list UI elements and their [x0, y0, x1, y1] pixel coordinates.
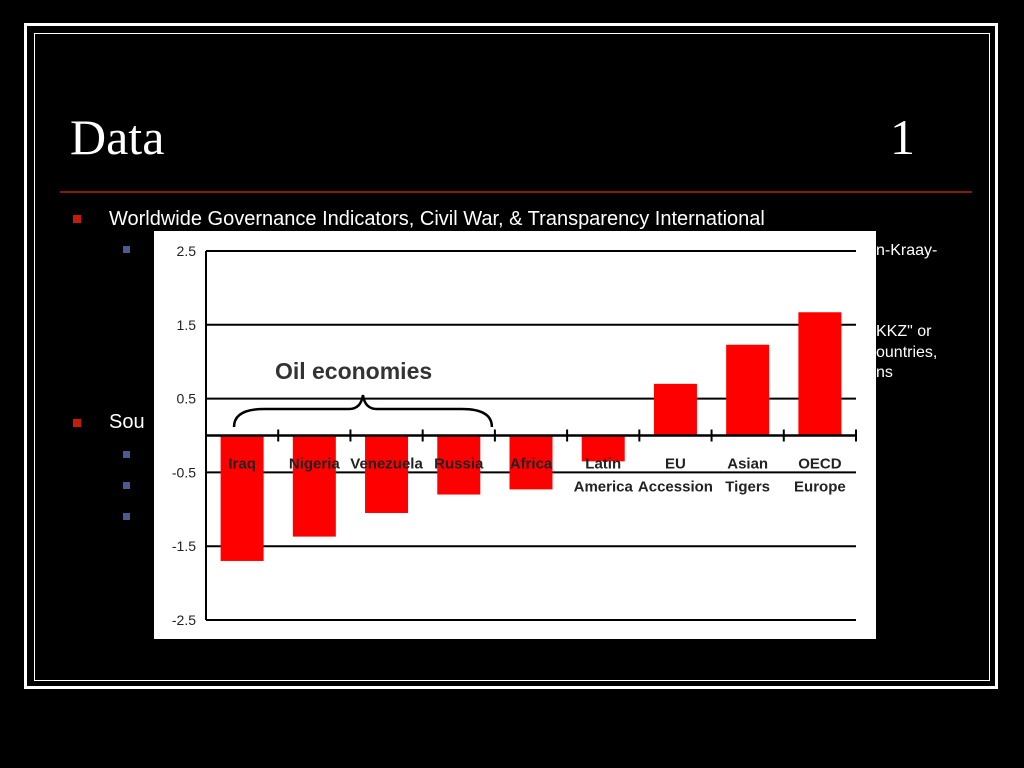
category-label: Asian Tigers [725, 456, 770, 496]
slide-title: Data [70, 109, 165, 165]
bar [726, 344, 770, 436]
slide-frame-outer [24, 23, 998, 689]
y-tick-label: -0.5 [172, 464, 196, 480]
category-label-line: Venezuela [350, 456, 423, 473]
bullet-text: Sou [109, 411, 145, 433]
bar-chart: 2.5 1.5 0.5 -0.5 -1.5 -2.5 Iraq Nigeria Venezuel… [154, 231, 876, 639]
partial-text: ountries, [876, 344, 938, 361]
category-label: Africa [510, 456, 553, 473]
category-label: OECD Europe [794, 456, 846, 496]
category-label-line: OECD [798, 456, 842, 473]
category-label-line: America [574, 479, 634, 496]
category-label-line: Africa [510, 456, 553, 473]
y-tick-label: 1.5 [177, 317, 197, 333]
bar [365, 435, 409, 513]
bar [292, 435, 336, 537]
annotation-label: Oil economies [275, 358, 432, 384]
category-label-line: Russia [434, 456, 484, 473]
category-label-line: Asian [727, 456, 768, 473]
bar [581, 435, 625, 462]
bullet-marker [73, 419, 81, 427]
bar [220, 435, 264, 561]
slide-number: 1 [890, 109, 915, 165]
y-tick-label: 0.5 [177, 391, 197, 407]
category-label-line: Nigeria [289, 456, 341, 473]
category-label-line: Accession [638, 479, 713, 496]
category-label-line: Latin [585, 456, 621, 473]
bar [509, 435, 553, 490]
chart-svg: 2.5 1.5 0.5 -0.5 -1.5 -2.5 Iraq Nigeria Venezuel… [172, 243, 857, 628]
partial-text: n-Kraay- [876, 242, 938, 259]
category-label: Venezuela [350, 456, 423, 473]
category-label-line: Tigers [725, 479, 770, 496]
annotation-brace [232, 394, 494, 428]
category-label-line: EU [665, 456, 686, 473]
bullet-marker [73, 215, 81, 223]
bullet-text: Worldwide Governance Indicators, Civil W… [109, 208, 765, 230]
sub-bullet-marker [123, 482, 130, 489]
category-label: Russia [434, 456, 484, 473]
category-label: Nigeria [289, 456, 341, 473]
partial-text: KKZ" or [876, 323, 932, 340]
bar [653, 383, 697, 436]
category-label: Iraq [228, 456, 256, 473]
partial-text: ns [876, 364, 893, 381]
slide-frame-inner [34, 33, 990, 681]
bar [437, 435, 481, 495]
category-label-line: Europe [794, 479, 846, 496]
sub-bullet-marker [123, 246, 130, 253]
y-tick-label: 2.5 [177, 243, 197, 259]
sub-bullet-marker [123, 451, 130, 458]
y-tick-label: -2.5 [172, 612, 196, 628]
bar [798, 312, 842, 436]
y-tick-label: -1.5 [172, 538, 196, 554]
category-label-line: Iraq [228, 456, 256, 473]
title-divider [60, 191, 972, 193]
sub-bullet-marker [123, 513, 130, 520]
category-label: Latin America [574, 456, 634, 496]
category-label: EU Accession [638, 456, 713, 496]
